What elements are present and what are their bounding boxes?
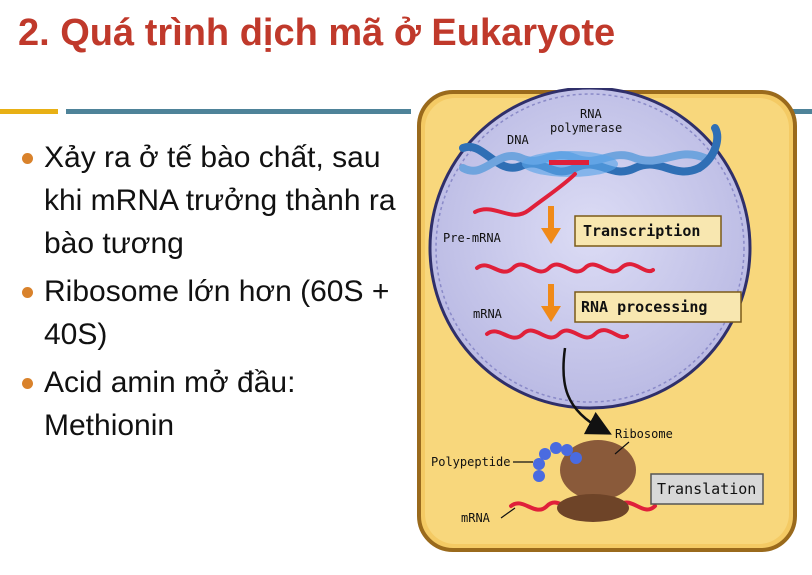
dna-label: DNA xyxy=(507,133,529,147)
rna-processing-label: RNA processing xyxy=(581,298,707,316)
divider-teal xyxy=(66,109,411,114)
translation-box xyxy=(650,473,764,505)
bullet-dot xyxy=(22,153,33,164)
bullet-text: Xảy ra ở tế bào chất, sau khi mRNA trưởn… xyxy=(44,141,396,260)
bullet-list: Xảy ra ở tế bào chất, sau khi mRNA trưởn… xyxy=(18,136,413,452)
bullet-dot xyxy=(22,287,33,298)
rna-polymerase-label: RNA xyxy=(580,107,602,121)
mrna-nucleus-strand xyxy=(485,328,629,340)
bullet-item: Acid amin mở đầu: Methionin xyxy=(18,361,413,447)
divider-teal-right xyxy=(793,109,812,114)
export-arrow xyxy=(562,347,612,435)
dna-curl xyxy=(695,124,722,172)
pre-mrna-label: Pre-mRNA xyxy=(443,231,502,245)
ribosome-small-subunit xyxy=(557,494,629,522)
ribosome-label: Ribosome xyxy=(615,427,673,441)
transcription-arrow-head xyxy=(541,228,561,244)
mrna-nucleus-label: mRNA xyxy=(473,307,503,321)
divider-gold xyxy=(0,109,58,114)
nucleus xyxy=(428,88,752,410)
bullet-text: Ribosome lớn hơn (60S + 40S) xyxy=(44,275,390,351)
rna-processing-box xyxy=(574,291,742,323)
amino-acid xyxy=(539,448,551,460)
amino-acid xyxy=(561,444,573,456)
bullet-dot xyxy=(22,378,33,389)
slide-title: 2. Quá trình dịch mã ở Eukaryote xyxy=(18,12,616,54)
bullet-item: Ribosome lớn hơn (60S + 40S) xyxy=(18,270,413,356)
amino-acid xyxy=(533,458,545,470)
amino-acid xyxy=(550,442,562,454)
ribosome-leader xyxy=(614,441,630,455)
processing-arrow-head xyxy=(541,306,561,322)
pre-mrna-strand xyxy=(475,262,655,274)
emerging-rna xyxy=(473,172,577,217)
gene-expression-diagram: DNA RNA polymerase Transcription Pre-mRN… xyxy=(417,88,797,552)
bullet-item: Xảy ra ở tế bào chất, sau khi mRNA trưởn… xyxy=(18,136,413,265)
mrna-cytoplasm-label: mRNA xyxy=(461,511,491,525)
mrna-cytoplasm-leader xyxy=(500,507,516,519)
nuclear-envelope xyxy=(435,93,745,403)
transcription-box xyxy=(574,215,722,247)
polypeptide-label: Polypeptide xyxy=(431,455,510,469)
bullet-text: Acid amin mở đầu: Methionin xyxy=(44,366,296,442)
amino-acid xyxy=(533,470,545,482)
amino-acid xyxy=(570,452,582,464)
dna-template-rna xyxy=(549,160,589,165)
gene-expression-figure: DNA RNA polymerase Transcription Pre-mRN… xyxy=(415,88,812,575)
translation-label: Translation xyxy=(657,480,756,498)
transcription-label: Transcription xyxy=(583,222,700,240)
rna-polymerase-label-2: polymerase xyxy=(550,121,622,135)
